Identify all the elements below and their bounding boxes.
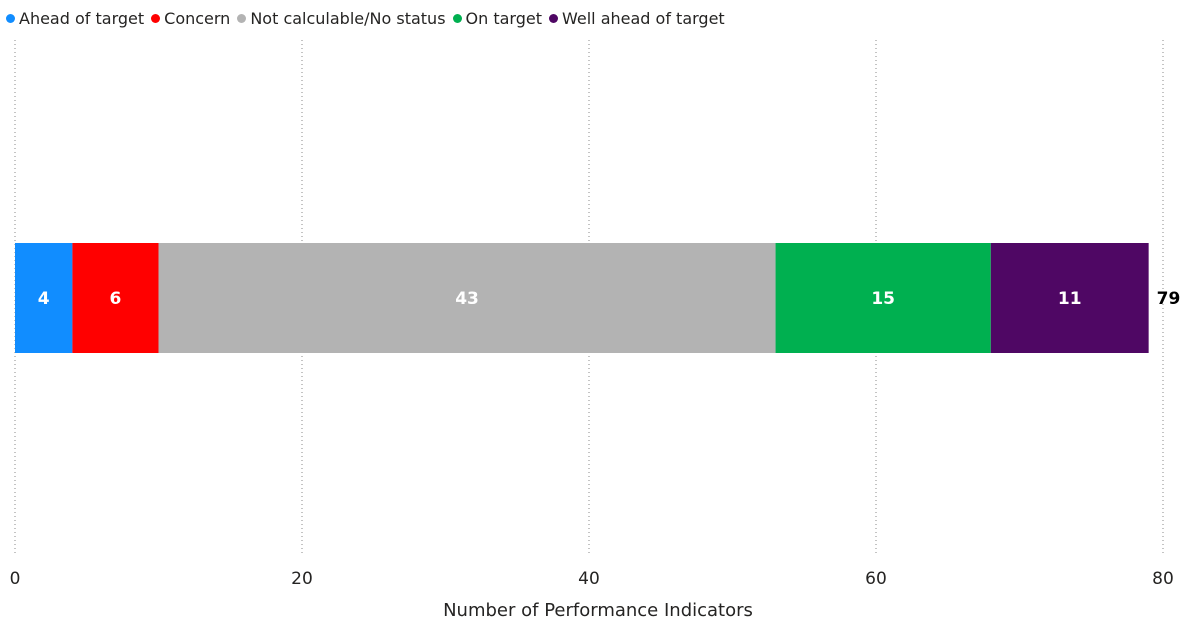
bar-segments: 4 6 43 15 11 79 — [15, 243, 1180, 353]
x-axis-ticks: 0 20 40 60 80 — [10, 569, 1174, 589]
x-tick-label: 20 — [291, 569, 313, 589]
legend-label: Well ahead of target — [562, 8, 725, 28]
bar-segment-well-ahead-of-target[interactable] — [990, 243, 1149, 353]
x-axis-title: Number of Performance Indicators — [443, 600, 753, 621]
x-tick-label: 80 — [1152, 569, 1174, 589]
legend-marker — [452, 13, 462, 23]
legend-item-on-target[interactable]: On target — [452, 8, 542, 28]
data-label-on-target: 15 — [871, 289, 895, 309]
total-label: 79 — [1157, 289, 1181, 309]
legend-label: Ahead of target — [19, 8, 145, 28]
legend-item-well-ahead-of-target[interactable]: Well ahead of target — [549, 9, 725, 28]
bar-segment-concern[interactable] — [72, 243, 159, 353]
data-label-not-calculable-no-status: 43 — [455, 289, 479, 309]
data-label-well-ahead-of-target: 11 — [1058, 289, 1082, 309]
legend-label: Not calculable/No status — [250, 8, 446, 28]
chart-legend: Ahead of target Concern Not calculable/No … — [6, 6, 732, 30]
x-tick-label: 60 — [865, 569, 887, 589]
legend-marker — [549, 13, 558, 23]
legend-marker — [237, 13, 247, 23]
legend-label: On target — [465, 8, 542, 28]
legend-item-not-calculable-no-status[interactable]: Not calculable/No status — [237, 8, 446, 28]
bar-segment-not-calculable-no-status[interactable] — [158, 243, 776, 353]
data-label-concern: 6 — [110, 289, 122, 309]
bar-segment-on-target[interactable] — [775, 243, 991, 353]
bar-segment-ahead-of-target[interactable] — [15, 243, 73, 353]
legend-marker — [6, 13, 15, 23]
x-tick-label: 40 — [578, 569, 600, 589]
legend-item-ahead-of-target[interactable]: Ahead of target — [6, 9, 144, 28]
x-tick-label: 0 — [10, 569, 21, 589]
legend-marker — [151, 13, 161, 23]
legend-label: Concern — [164, 8, 231, 28]
legend-item-concern[interactable]: Concern — [151, 9, 230, 28]
data-label-ahead-of-target: 4 — [38, 289, 50, 309]
